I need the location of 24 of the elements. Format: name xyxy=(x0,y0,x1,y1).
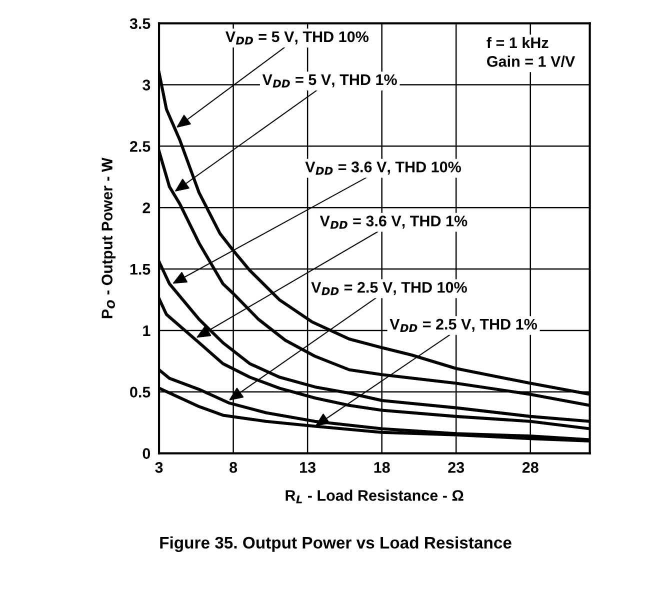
x-tick-label: 18 xyxy=(374,462,390,473)
annotation: V$_{DD}$ = 5 V, THD 1% xyxy=(262,74,397,88)
x-tick-label: 13 xyxy=(300,462,316,473)
annotation: V$_{DD}$ = 3.6 V, THD 10% xyxy=(305,162,462,175)
x-tick-label: 23 xyxy=(448,462,464,473)
y-tick-label: 3.5 xyxy=(130,18,150,30)
text: Figure 35. Output Power vs Load Resistance xyxy=(160,536,512,552)
y-tick-label: 2 xyxy=(142,202,150,214)
y-tick-label: 0 xyxy=(142,448,150,459)
y-tick-label: 1 xyxy=(143,325,150,336)
y-tick-label: 3 xyxy=(142,80,150,90)
annotation: V$_{DD}$ = 2.5 V, THD 10% xyxy=(311,282,467,296)
annotation: V$_{DD}$ = 5 V, THD 10% xyxy=(225,31,369,44)
annotation: V$_{DD}$ = 3.6 V, THD 1% xyxy=(320,216,468,229)
y-tick-label: 2.5 xyxy=(130,141,150,152)
x-tick-label: 3 xyxy=(155,462,163,473)
y-tick-label: 1.5 xyxy=(130,264,150,275)
x-tick-label: 28 xyxy=(522,462,538,473)
x-axis-title: R$_{L}$ - Load Resistance - Ω xyxy=(286,490,464,504)
y-axis-title: P$_{O}$ - Output Power - W xyxy=(102,158,116,318)
y-tick-label: 0.5 xyxy=(130,386,150,398)
annotation: V$_{DD}$ = 2.5 V, THD 1% xyxy=(390,318,538,332)
x-tick-label: 8 xyxy=(230,462,238,473)
annotation: f = 1 kHz Gain = 1 V/V xyxy=(486,36,576,68)
